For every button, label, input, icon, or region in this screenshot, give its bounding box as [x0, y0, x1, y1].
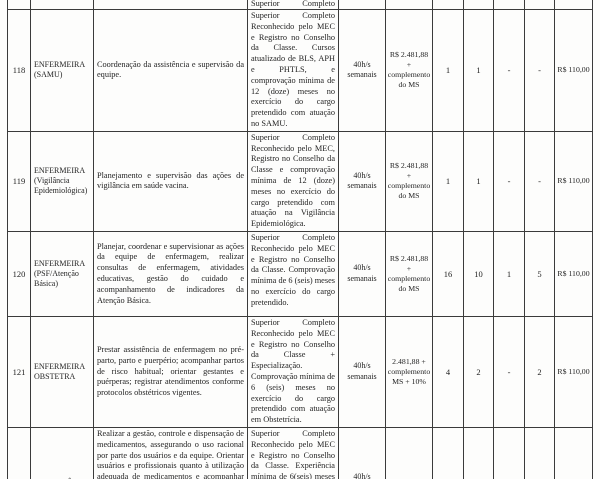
cell-vagas-4	[524, 0, 555, 10]
table-row: 121 ENFERMEIRA OBSTETRA Prestar assistên…	[7, 315, 593, 428]
cell-cargo: ENFERMEIRA (PSF/Atenção Básica)	[30, 230, 94, 317]
cell-atribuicoes: Prestar assistência de enfermagem no pré…	[93, 315, 248, 428]
cell-requisitos: Superior Completo Reconhecido pelo MEC e…	[247, 230, 339, 317]
cell-vagas-1: 3	[432, 426, 464, 479]
cell-vencimento: 2.481,88 + complemento MS + 10%	[385, 315, 433, 428]
cell-numero: 122	[7, 426, 31, 479]
cell-vencimento: R$ 2.481,88 + complemento do MS	[385, 9, 433, 132]
cell-vagas-2: 2	[463, 426, 494, 479]
cell-taxa-inscricao	[554, 0, 593, 10]
cell-taxa-inscricao: R$ 110,00	[554, 230, 593, 317]
cell-carga-horaria: 40h/s semanais	[338, 230, 386, 317]
cell-atribuicoes: Coordenação da assistência e supervisão …	[93, 9, 248, 132]
cell-requisitos-fragment: Superior Completo	[247, 0, 339, 10]
cell-numero	[7, 0, 31, 10]
cell-requisitos: Superior Completo Reconhecido pelo MEC e…	[247, 9, 339, 132]
cell-vagas-1: 4	[432, 315, 464, 428]
cell-vagas-2: 10	[463, 230, 494, 317]
cell-requisitos: Superior Completo Reconhecido pelo MEC e…	[247, 315, 339, 428]
cell-atribuicoes	[93, 0, 248, 10]
table-row-partial: Superior Completo	[7, 0, 593, 10]
table-row: 122 FARMACÊUTICA Realizar a gestão, cont…	[7, 426, 593, 479]
cell-atribuicoes: Planejar, coordenar e supervisionar as a…	[93, 230, 248, 317]
cell-carga-horaria: 40h/s semanais	[338, 426, 386, 479]
cell-cargo: ENFERMEIRA (Vigilância Epidemiológica)	[30, 130, 94, 232]
cell-atribuicoes: Realizar a gestão, controle e dispensaçã…	[93, 426, 248, 479]
cell-vagas-2	[463, 0, 494, 10]
cell-taxa-inscricao: R$ 110,00	[554, 315, 593, 428]
cell-vagas-3: -	[493, 130, 525, 232]
table-row: 118 ENFERMEIRA (SAMU) Coordenação da ass…	[7, 9, 593, 132]
cell-vagas-1: 1	[432, 9, 464, 132]
cell-carga-horaria: 40h/s semanais	[338, 130, 386, 232]
table-row: 119 ENFERMEIRA (Vigilância Epidemiológic…	[7, 130, 593, 232]
cell-vagas-2: 2	[463, 315, 494, 428]
cell-cargo: ENFERMEIRA OBSTETRA	[30, 315, 94, 428]
cell-vagas-1: 16	[432, 230, 464, 317]
cell-taxa-inscricao: R$ 110,00	[554, 130, 593, 232]
cell-vagas-2: 1	[463, 9, 494, 132]
cell-numero: 118	[7, 9, 31, 132]
cell-vagas-4: -	[524, 130, 555, 232]
cell-vagas-3: -	[493, 9, 525, 132]
cell-vagas-2: 1	[463, 130, 494, 232]
cell-vencimento: 3.241,22	[385, 426, 433, 479]
cell-vagas-4: 1	[524, 426, 555, 479]
cell-vagas-3	[493, 0, 525, 10]
cell-atribuicoes: Planejamento e supervisão das ações de v…	[93, 130, 248, 232]
cell-vagas-1: 1	[432, 130, 464, 232]
cell-vagas-3: -	[493, 426, 525, 479]
cell-vagas-4: 5	[524, 230, 555, 317]
cell-cargo: ENFERMEIRA (SAMU)	[30, 9, 94, 132]
cell-carga-horaria: 40h/s semanais	[338, 315, 386, 428]
cell-taxa-inscricao: R$ 110,00	[554, 426, 593, 479]
cell-cargo	[30, 0, 94, 10]
cell-numero: 120	[7, 230, 31, 317]
cell-vagas-4: 2	[524, 315, 555, 428]
cell-requisitos: Superior Completo Reconhecido pelo MEC, …	[247, 130, 339, 232]
cell-carga-horaria: 40h/s semanais	[338, 9, 386, 132]
cell-vagas-4: -	[524, 9, 555, 132]
table-row: 120 ENFERMEIRA (PSF/Atenção Básica) Plan…	[7, 230, 593, 317]
cell-vencimento: R$ 2.481,88 + complemento do MS	[385, 230, 433, 317]
cell-numero: 121	[7, 315, 31, 428]
cell-vagas-3: 1	[493, 230, 525, 317]
cell-cargo: FARMACÊUTICA	[30, 426, 94, 479]
cell-taxa-inscricao: R$ 110,00	[554, 9, 593, 132]
cargo-table: Superior Completo 118 ENFERMEIRA (SAMU) …	[7, 0, 593, 479]
cell-vencimento: R$ 2.481,88 + complemento do MS	[385, 130, 433, 232]
cell-vagas-3: -	[493, 315, 525, 428]
cell-carga-horaria	[338, 0, 386, 10]
cell-vencimento	[385, 0, 433, 10]
cell-requisitos: Superior Completo Reconhecido pelo MEC e…	[247, 426, 339, 479]
cell-vagas-1	[432, 0, 464, 10]
cell-numero: 119	[7, 130, 31, 232]
